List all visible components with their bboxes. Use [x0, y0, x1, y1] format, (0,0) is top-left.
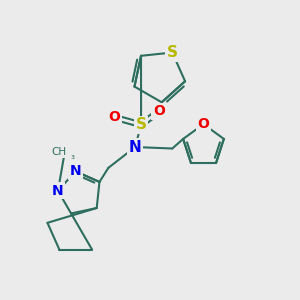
Text: S: S [136, 117, 147, 132]
Text: S: S [167, 45, 178, 60]
Text: CH: CH [52, 147, 67, 157]
Text: N: N [70, 164, 81, 178]
Text: O: O [108, 110, 120, 124]
Text: O: O [198, 117, 209, 131]
Text: O: O [153, 104, 165, 118]
Text: ₃: ₃ [71, 151, 75, 161]
Text: N: N [52, 184, 64, 198]
Text: N: N [129, 140, 142, 154]
